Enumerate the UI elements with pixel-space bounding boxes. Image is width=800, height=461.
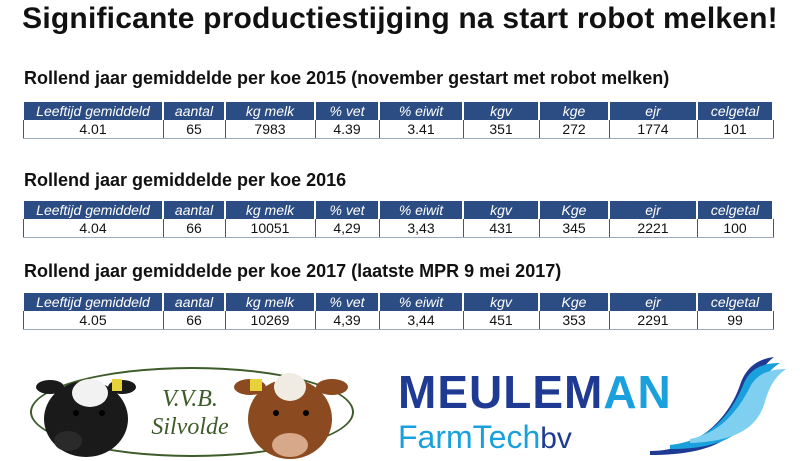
column-header: % eiwit: [378, 201, 464, 219]
column-header: kgv: [462, 201, 540, 219]
table-cell: 10051: [224, 219, 316, 238]
column-header: aantal: [162, 102, 226, 120]
column-header: Kge: [538, 201, 610, 219]
section-heading-2017: Rollend jaar gemiddelde per koe 2017 (la…: [24, 261, 562, 281]
column-header: Leeftijd gemiddeld: [22, 201, 164, 219]
table-cell: 3,44: [378, 311, 464, 330]
table-cell: 353: [538, 311, 610, 330]
brown-cow-icon: [234, 373, 348, 459]
table-cell: 99: [696, 311, 774, 330]
table-header-row: Leeftijd gemiddeld aantal kg melk % vet …: [22, 293, 774, 311]
column-header: celgetal: [696, 102, 774, 120]
page-title: Significante productiestijging na start …: [22, 2, 778, 35]
section-heading-2015: Rollend jaar gemiddelde per koe 2015 (no…: [24, 68, 670, 88]
column-header: kg melk: [224, 102, 316, 120]
wave-icon: [650, 357, 786, 455]
column-header: aantal: [162, 293, 226, 311]
table-cell: 431: [462, 219, 540, 238]
farmtech-bv-text: bv: [540, 422, 572, 455]
meuleman-text-part1: MEULEM: [398, 366, 604, 418]
column-header: % vet: [314, 293, 380, 311]
table-cell: 345: [538, 219, 610, 238]
meuleman-text-part2: AN: [603, 366, 672, 418]
table-cell: 4.01: [22, 120, 164, 139]
column-header: % vet: [314, 201, 380, 219]
column-header: aantal: [162, 201, 226, 219]
table-cell: 4,39: [314, 311, 380, 330]
table-header-row: Leeftijd gemiddeld aantal kg melk % vet …: [22, 102, 774, 120]
table-header-row: Leeftijd gemiddeld aantal kg melk % vet …: [22, 201, 774, 219]
table-row: 4.04 66 10051 4,29 3,43 431 345 2221 100: [22, 219, 774, 238]
data-table-2015: Leeftijd gemiddeld aantal kg melk % vet …: [22, 102, 774, 139]
table-cell: 2291: [608, 311, 698, 330]
logo-strip: V.V.B. Silvolde MEULEMAN FarmTechbv: [0, 355, 800, 461]
table-row: 4.01 65 7983 4.39 3.41 351 272 1774 101: [22, 120, 774, 139]
column-header: kgv: [462, 102, 540, 120]
vvb-logo-line2: Silvolde: [151, 414, 229, 440]
table-row: 4.05 66 10269 4,39 3,44 451 353 2291 99: [22, 311, 774, 330]
column-header: % eiwit: [378, 102, 464, 120]
table-cell: 3,43: [378, 219, 464, 238]
vvb-logo-text: V.V.B. Silvolde: [130, 385, 250, 441]
column-header: ejr: [608, 102, 698, 120]
black-cow-icon: [36, 379, 136, 457]
column-header: celgetal: [696, 201, 774, 219]
column-header: ejr: [608, 293, 698, 311]
table-cell: 351: [462, 120, 540, 139]
table-cell: 2221: [608, 219, 698, 238]
column-header: kge: [538, 102, 610, 120]
vvb-logo-ellipse: [30, 367, 354, 457]
column-header: Leeftijd gemiddeld: [22, 293, 164, 311]
table-cell: 4.04: [22, 219, 164, 238]
data-table-2016: Leeftijd gemiddeld aantal kg melk % vet …: [22, 201, 774, 238]
column-header: kg melk: [224, 293, 316, 311]
table-cell: 4,29: [314, 219, 380, 238]
column-header: celgetal: [696, 293, 774, 311]
section-heading-2016: Rollend jaar gemiddelde per koe 2016: [24, 170, 347, 190]
table-cell: 10269: [224, 311, 316, 330]
table-cell: 451: [462, 311, 540, 330]
table-cell: 100: [696, 219, 774, 238]
data-table-2017: Leeftijd gemiddeld aantal kg melk % vet …: [22, 293, 774, 330]
column-header: kgv: [462, 293, 540, 311]
vvb-logo-line1: V.V.B.: [162, 386, 218, 412]
table-cell: 272: [538, 120, 610, 139]
table-cell: 101: [696, 120, 774, 139]
column-header: ejr: [608, 201, 698, 219]
table-cell: 7983: [224, 120, 316, 139]
table-cell: 4.05: [22, 311, 164, 330]
table-cell: 66: [162, 311, 226, 330]
meuleman-wordmark: MEULEMAN: [398, 365, 672, 419]
table-cell: 66: [162, 219, 226, 238]
table-cell: 3.41: [378, 120, 464, 139]
farmtech-text: FarmTech: [398, 419, 541, 455]
column-header: Leeftijd gemiddeld: [22, 102, 164, 120]
farmtech-wordmark: FarmTechbv: [398, 419, 572, 456]
column-header: % vet: [314, 102, 380, 120]
column-header: % eiwit: [378, 293, 464, 311]
column-header: kg melk: [224, 201, 316, 219]
table-cell: 1774: [608, 120, 698, 139]
table-cell: 65: [162, 120, 226, 139]
column-header: Kge: [538, 293, 610, 311]
table-cell: 4.39: [314, 120, 380, 139]
